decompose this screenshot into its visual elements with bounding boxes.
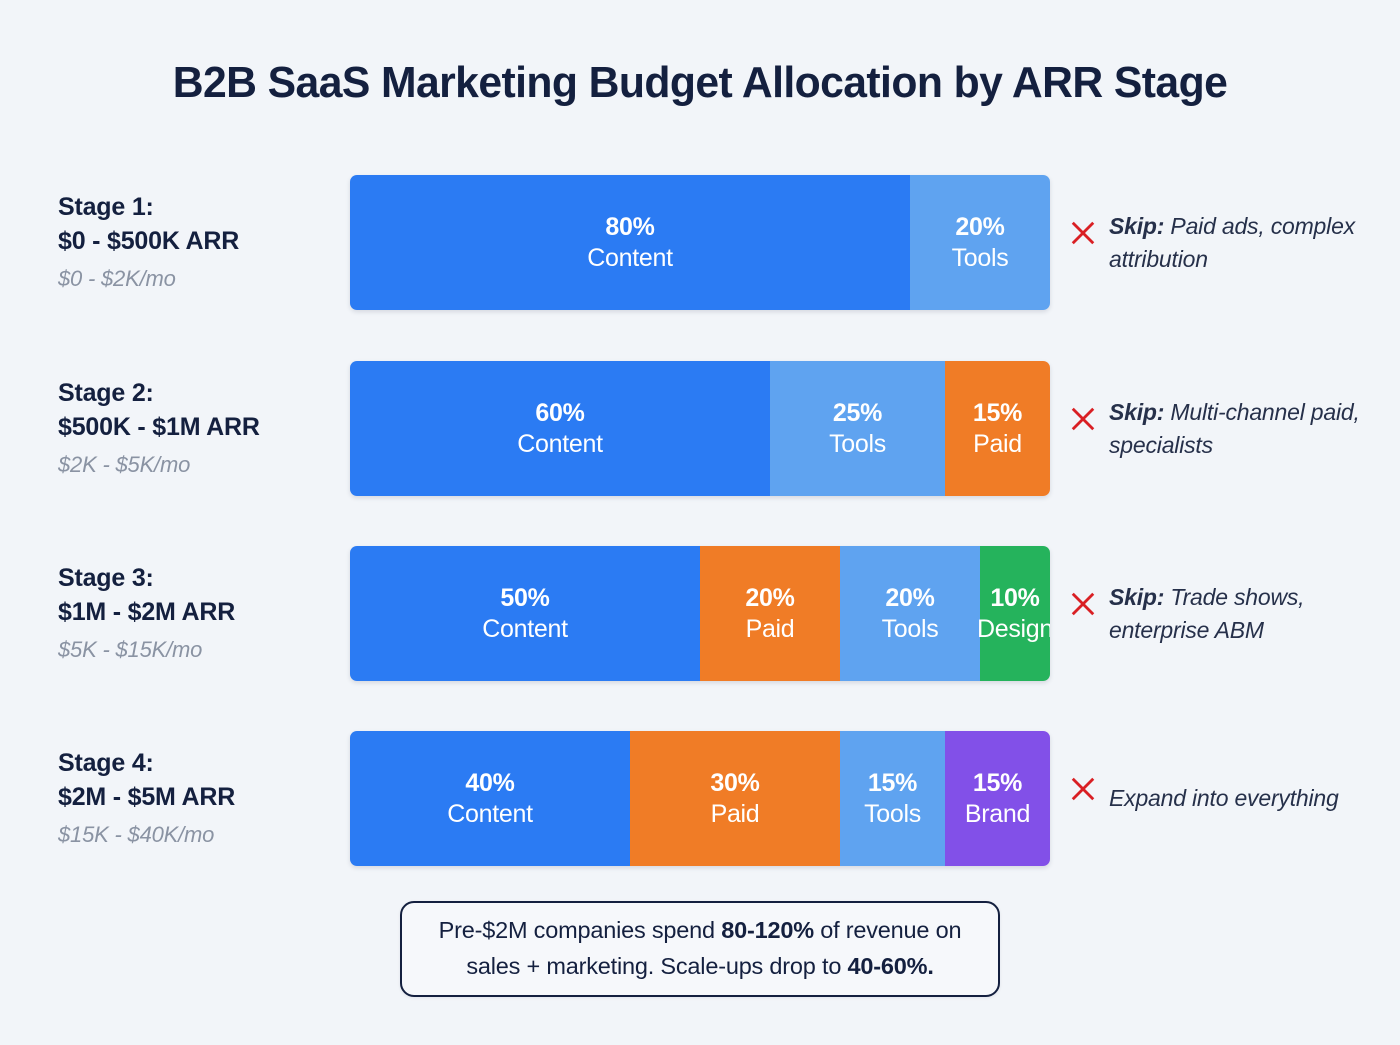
x-mark-icon <box>1068 589 1098 619</box>
stacked-bar: 50% Content 20% Paid 20% Tools 10% Design <box>350 546 1050 681</box>
stage-row: Stage 2: $500K - $1M ARR $2K - $5K/mo 60% Co… <box>0 361 1400 496</box>
stage-note: Skip: Multi-channel paid, specialists <box>1068 361 1378 496</box>
segment-category: Content <box>517 429 603 458</box>
stage-row: Stage 3: $1M - $2M ARR $5K - $15K/mo 50% Con… <box>0 546 1400 681</box>
stage-note: Skip: Paid ads, complex attribution <box>1068 175 1378 310</box>
stage-name: Stage 4: <box>58 748 154 777</box>
bar-segment-design: 10% Design <box>976 546 1050 681</box>
stage-note-prefix: Skip: <box>1109 212 1165 239</box>
segment-percent: 50% <box>500 584 550 612</box>
bar-segment-tools: 20% Tools <box>910 175 1050 310</box>
segment-percent: 15% <box>972 769 1023 797</box>
stage-name: Stage 2: <box>58 378 154 407</box>
segment-percent: 25% <box>832 399 883 427</box>
segment-category: Brand <box>964 799 1031 828</box>
bar-segment-tools: 20% Tools <box>840 546 980 681</box>
segment-percent: 20% <box>885 584 935 612</box>
stacked-bar: 80% Content 20% Tools <box>350 175 1050 310</box>
stage-note-text: Skip: Paid ads, complex attribution <box>1109 212 1355 272</box>
stage-note-prefix: Skip: <box>1109 398 1165 425</box>
x-mark-icon <box>1068 404 1098 434</box>
stage-monthly-spend: $2K - $5K/mo <box>58 452 191 478</box>
segment-category: Paid <box>710 799 760 828</box>
segment-category: Design <box>976 614 1050 643</box>
segment-percent: 30% <box>710 769 760 797</box>
stage-arr-range: $1M - $2M ARR <box>58 598 236 626</box>
footer-callout: Pre-$2M companies spend 80-120% of reven… <box>400 901 1000 997</box>
segment-percent: 60% <box>535 399 585 427</box>
stage-name: Stage 1: <box>58 192 154 221</box>
stage-note-prefix: Skip: <box>1109 583 1165 610</box>
segment-category: Paid <box>973 429 1022 458</box>
page-title: B2B SaaS Marketing Budget Allocation by … <box>172 58 1228 107</box>
footer-callout-text: Pre-$2M companies spend 80-120% of reven… <box>438 917 962 979</box>
stage-note-text: Expand into everything <box>1109 785 1339 812</box>
segment-percent: 20% <box>745 584 795 612</box>
footer-highlight: 40-60%. <box>847 953 934 979</box>
stage-label-block: Stage 4: $2M - $5M ARR $15K - $40K/mo <box>58 731 343 866</box>
footer-highlight: 80-120% <box>721 917 814 944</box>
segment-percent: 40% <box>465 769 515 797</box>
segment-percent: 10% <box>990 584 1040 612</box>
bar-segment-paid: 30% Paid <box>630 731 840 866</box>
stage-row: Stage 4: $2M - $5M ARR $15K - $40K/mo 40% Co… <box>0 731 1400 866</box>
stage-label-block: Stage 3: $1M - $2M ARR $5K - $15K/mo <box>58 546 343 681</box>
bar-segment-tools: 15% Tools <box>840 731 945 866</box>
stage-arr-range: $500K - $1M ARR <box>58 413 260 441</box>
segment-percent: 15% <box>867 769 918 797</box>
stage-arr-range: $0 - $500K ARR <box>58 227 240 255</box>
bar-segment-content: 40% Content <box>350 731 630 866</box>
stage-monthly-spend: $0 - $2K/mo <box>58 266 176 292</box>
stage-label-block: Stage 2: $500K - $1M ARR $2K - $5K/mo <box>58 361 343 496</box>
stage-note: Expand into everything <box>1068 731 1378 866</box>
segment-percent: 20% <box>955 213 1005 241</box>
segment-percent: 80% <box>605 213 655 241</box>
bar-segment-content: 80% Content <box>350 175 910 310</box>
stage-name: Stage 3: <box>58 563 154 592</box>
segment-category: Paid <box>745 614 795 643</box>
bar-segment-content: 60% Content <box>350 361 770 496</box>
segment-category: Content <box>482 614 568 643</box>
segment-category: Tools <box>951 243 1009 272</box>
bar-segment-brand: 15% Brand <box>945 731 1050 866</box>
stacked-bar: 60% Content 25% Tools 15% Paid <box>350 361 1050 496</box>
stage-arr-range: $2M - $5M ARR <box>58 783 236 811</box>
stacked-bar: 40% Content 30% Paid 15% Tools 15% Brand <box>350 731 1050 866</box>
bar-segment-tools: 25% Tools <box>770 361 945 496</box>
segment-category: Tools <box>881 614 939 643</box>
bar-segment-paid: 20% Paid <box>700 546 840 681</box>
stage-monthly-spend: $5K - $15K/mo <box>58 637 203 663</box>
stage-note-text: Skip: Multi-channel paid, specialists <box>1109 398 1360 458</box>
segment-category: Content <box>587 243 673 272</box>
stage-label-block: Stage 1: $0 - $500K ARR $0 - $2K/mo <box>58 175 343 310</box>
stage-note: Skip: Trade shows, enterprise ABM <box>1068 546 1378 681</box>
x-mark-icon <box>1068 218 1098 248</box>
segment-category: Tools <box>864 799 921 828</box>
x-mark-icon <box>1068 774 1098 804</box>
segment-category: Tools <box>829 429 886 458</box>
segment-category: Content <box>447 799 533 828</box>
stage-note-text: Skip: Trade shows, enterprise ABM <box>1109 583 1305 643</box>
bar-segment-paid: 15% Paid <box>945 361 1050 496</box>
segment-percent: 15% <box>972 399 1023 427</box>
stage-monthly-spend: $15K - $40K/mo <box>58 822 215 848</box>
bar-segment-content: 50% Content <box>350 546 700 681</box>
stage-row: Stage 1: $0 - $500K ARR $0 - $2K/mo 80% Cont… <box>0 175 1400 310</box>
